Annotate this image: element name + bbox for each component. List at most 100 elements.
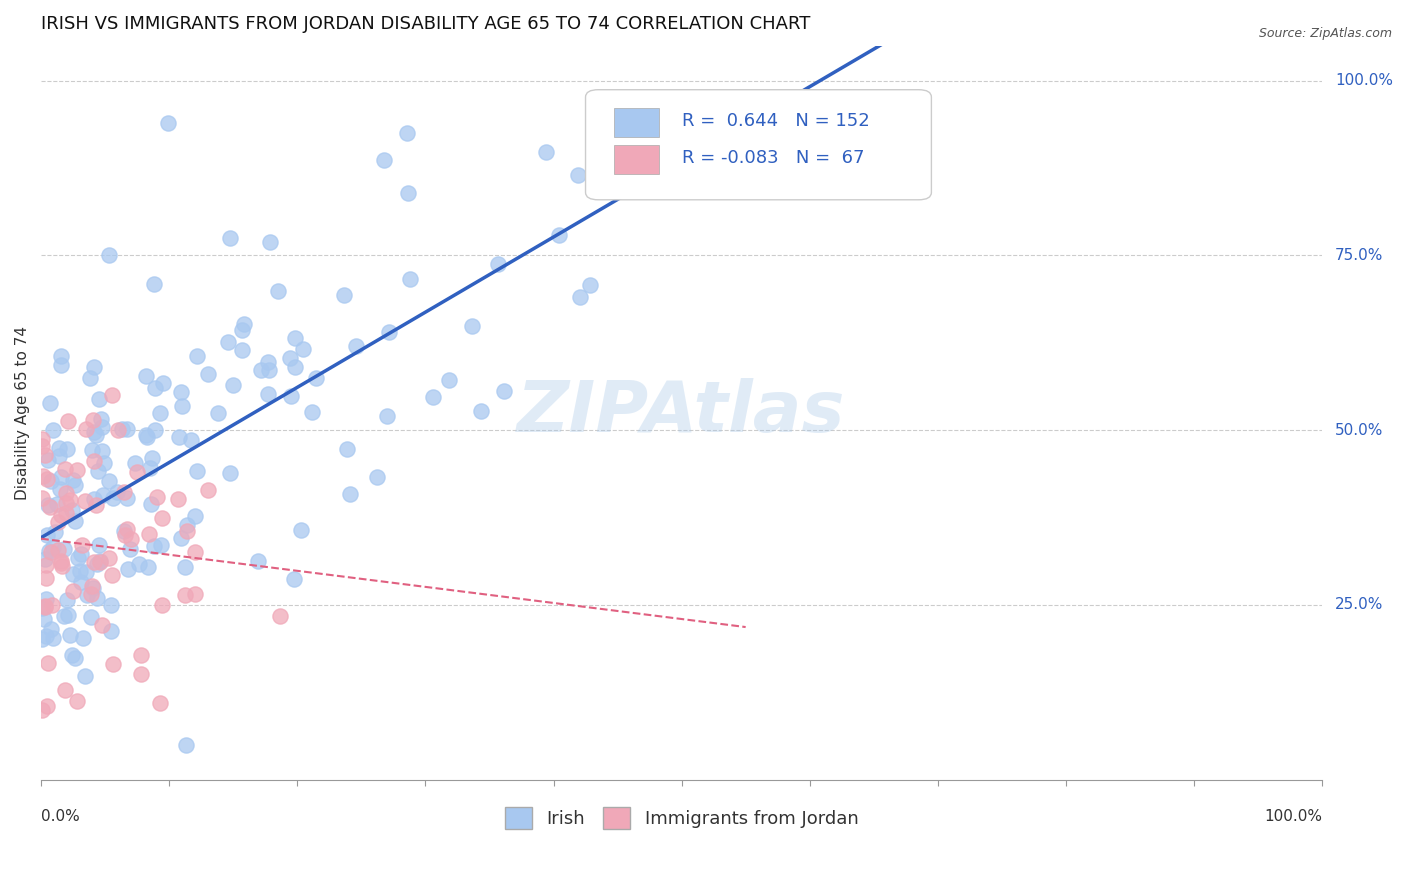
Irish — [207, 406, 229, 420]
Text: 100.0%: 100.0% — [1264, 809, 1322, 824]
Immigrants from Jordan — [58, 414, 80, 428]
FancyBboxPatch shape — [585, 90, 931, 200]
Immigrants from Jordan — [101, 568, 124, 582]
Immigrants from Jordan — [32, 469, 55, 483]
Irish — [284, 331, 307, 345]
Immigrants from Jordan — [39, 500, 62, 514]
Irish — [53, 542, 76, 557]
Irish — [75, 566, 97, 580]
Irish — [111, 422, 134, 436]
Immigrants from Jordan — [83, 555, 105, 569]
Immigrants from Jordan — [101, 388, 124, 402]
Irish — [120, 542, 142, 557]
Irish — [219, 230, 242, 244]
Irish — [70, 575, 93, 590]
Irish — [93, 456, 115, 470]
Text: IRISH VS IMMIGRANTS FROM JORDAN DISABILITY AGE 65 TO 74 CORRELATION CHART: IRISH VS IMMIGRANTS FROM JORDAN DISABILI… — [41, 15, 810, 33]
Irish — [100, 599, 122, 613]
Immigrants from Jordan — [31, 439, 53, 453]
Irish — [65, 651, 87, 665]
Text: R = -0.083   N =  67: R = -0.083 N = 67 — [682, 149, 865, 167]
Irish — [42, 423, 65, 437]
Irish — [174, 559, 197, 574]
Irish — [141, 450, 163, 465]
Irish — [84, 427, 107, 442]
Immigrants from Jordan — [49, 556, 72, 570]
Text: 50.0%: 50.0% — [1334, 423, 1384, 438]
Immigrants from Jordan — [114, 528, 136, 542]
Irish — [105, 484, 128, 499]
Immigrants from Jordan — [138, 527, 160, 541]
Irish — [39, 623, 62, 637]
Immigrants from Jordan — [53, 683, 76, 698]
Y-axis label: Disability Age 65 to 74: Disability Age 65 to 74 — [15, 326, 30, 500]
Irish — [439, 373, 461, 387]
Text: 75.0%: 75.0% — [1334, 248, 1384, 263]
Immigrants from Jordan — [66, 463, 89, 477]
Immigrants from Jordan — [75, 422, 97, 436]
Irish — [31, 601, 53, 615]
Irish — [568, 290, 591, 304]
Irish — [333, 288, 356, 302]
Irish — [72, 631, 94, 645]
Irish — [83, 359, 105, 374]
Irish — [60, 503, 83, 517]
Immigrants from Jordan — [55, 486, 77, 500]
Immigrants from Jordan — [125, 466, 148, 480]
Immigrants from Jordan — [49, 508, 72, 522]
Irish — [492, 384, 515, 399]
Irish — [180, 433, 202, 447]
Irish — [186, 465, 208, 479]
Irish — [339, 486, 361, 500]
Irish — [62, 567, 84, 582]
Immigrants from Jordan — [176, 524, 198, 538]
Irish — [278, 351, 301, 365]
Irish — [83, 492, 105, 507]
Irish — [231, 343, 253, 358]
Irish — [378, 325, 401, 339]
Irish — [567, 168, 589, 182]
Irish — [145, 423, 167, 437]
Irish — [86, 557, 108, 571]
Irish — [48, 441, 70, 455]
Irish — [280, 389, 302, 403]
Irish — [246, 554, 269, 568]
Irish — [150, 538, 173, 552]
Immigrants from Jordan — [183, 587, 205, 601]
Text: 0.0%: 0.0% — [41, 809, 80, 824]
Immigrants from Jordan — [31, 703, 53, 717]
Irish — [301, 405, 323, 419]
Irish — [143, 381, 166, 395]
Irish — [170, 384, 193, 399]
Immigrants from Jordan — [114, 485, 136, 500]
Irish — [139, 460, 162, 475]
Irish — [70, 547, 93, 561]
Irish — [534, 145, 557, 160]
Irish — [44, 525, 66, 540]
Immigrants from Jordan — [89, 555, 111, 569]
Immigrants from Jordan — [98, 551, 121, 566]
Irish — [87, 392, 110, 407]
Irish — [48, 449, 70, 463]
Irish — [138, 560, 160, 574]
Irish — [31, 632, 53, 647]
Irish — [336, 442, 359, 457]
Irish — [80, 610, 103, 624]
Irish — [256, 355, 278, 369]
Text: R =  0.644   N = 152: R = 0.644 N = 152 — [682, 112, 869, 130]
Irish — [37, 498, 59, 512]
Immigrants from Jordan — [167, 492, 190, 507]
Immigrants from Jordan — [184, 544, 207, 558]
Immigrants from Jordan — [174, 588, 197, 602]
Irish — [292, 342, 315, 356]
Irish — [142, 277, 165, 292]
Irish — [259, 235, 281, 250]
Irish — [197, 368, 219, 382]
Irish — [35, 592, 58, 607]
Text: Source: ZipAtlas.com: Source: ZipAtlas.com — [1258, 27, 1392, 40]
Irish — [56, 593, 79, 607]
Irish — [470, 404, 492, 418]
Immigrants from Jordan — [83, 454, 105, 468]
Irish — [112, 524, 135, 538]
Immigrants from Jordan — [129, 648, 152, 663]
